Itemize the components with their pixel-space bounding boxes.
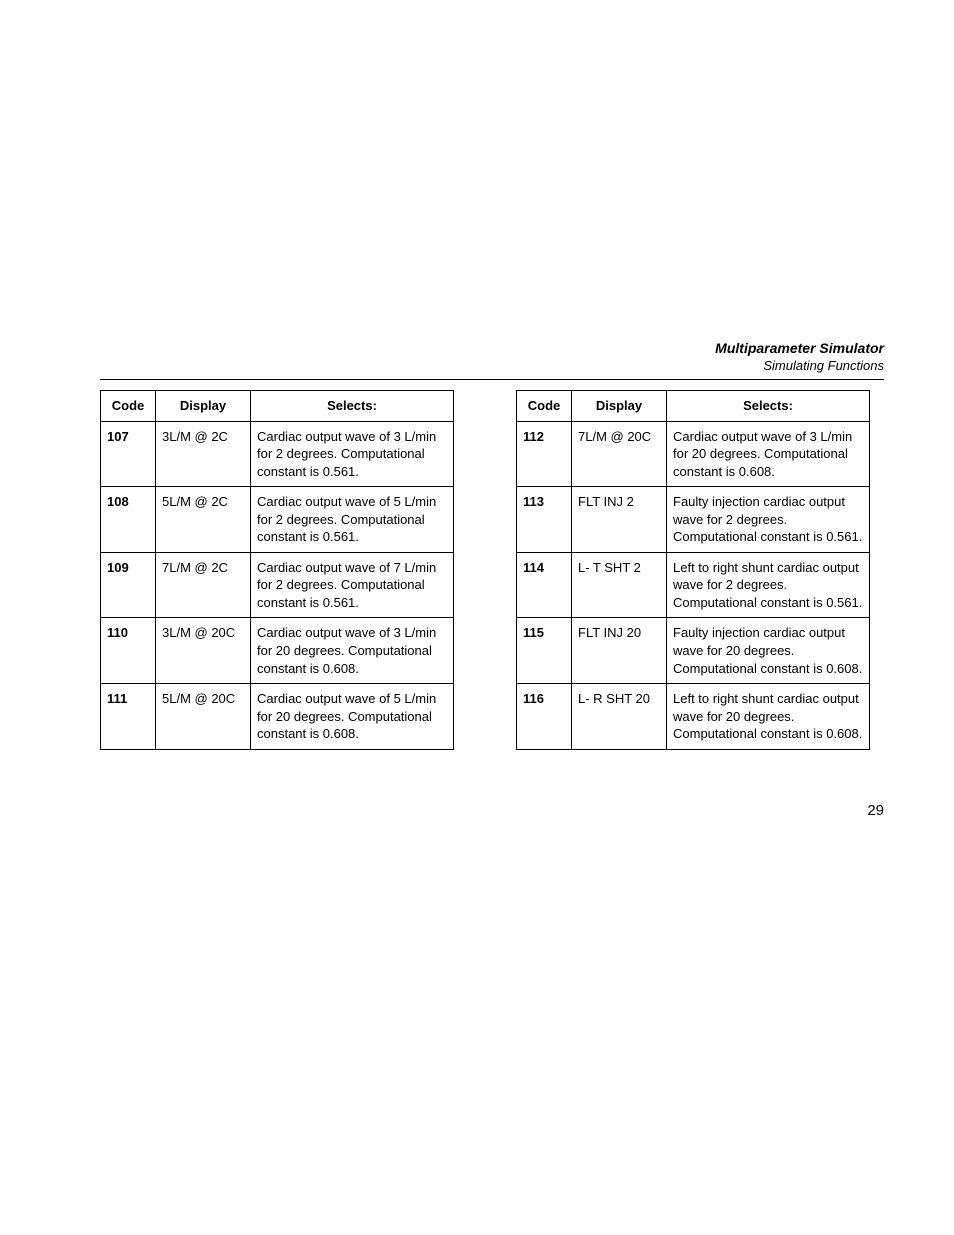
cell-display: L- R SHT 20	[572, 684, 667, 750]
cell-code: 111	[101, 684, 156, 750]
cell-display: 3L/M @ 2C	[156, 421, 251, 487]
table-row: 108 5L/M @ 2C Cardiac output wave of 5 L…	[101, 487, 454, 553]
table-row: 107 3L/M @ 2C Cardiac output wave of 3 L…	[101, 421, 454, 487]
table-header-row: Code Display Selects:	[517, 391, 870, 422]
cell-code: 108	[101, 487, 156, 553]
table-row: 111 5L/M @ 20C Cardiac output wave of 5 …	[101, 684, 454, 750]
page-container: Multiparameter Simulator Simulating Func…	[0, 0, 954, 879]
table-row: 112 7L/M @ 20C Cardiac output wave of 3 …	[517, 421, 870, 487]
col-header-selects: Selects:	[251, 391, 454, 422]
table-row: 114 L- T SHT 2 Left to right shunt cardi…	[517, 552, 870, 618]
header-divider	[100, 379, 884, 380]
cell-display: FLT INJ 20	[572, 618, 667, 684]
table-header-row: Code Display Selects:	[101, 391, 454, 422]
doc-subtitle: Simulating Functions	[100, 358, 884, 373]
cell-display: L- T SHT 2	[572, 552, 667, 618]
tables-row: Code Display Selects: 107 3L/M @ 2C Card…	[100, 390, 884, 750]
table-row: 109 7L/M @ 2C Cardiac output wave of 7 L…	[101, 552, 454, 618]
cell-code: 107	[101, 421, 156, 487]
header-block: Multiparameter Simulator Simulating Func…	[100, 340, 884, 373]
cell-code: 109	[101, 552, 156, 618]
doc-title: Multiparameter Simulator	[100, 340, 884, 356]
codes-table-right: Code Display Selects: 112 7L/M @ 20C Car…	[516, 390, 870, 750]
cell-selects: Left to right shunt cardiac output wave …	[667, 552, 870, 618]
cell-selects: Faulty injection cardiac output wave for…	[667, 487, 870, 553]
table-row: 110 3L/M @ 20C Cardiac output wave of 3 …	[101, 618, 454, 684]
cell-display: 7L/M @ 2C	[156, 552, 251, 618]
cell-display: 3L/M @ 20C	[156, 618, 251, 684]
cell-display: FLT INJ 2	[572, 487, 667, 553]
cell-code: 114	[517, 552, 572, 618]
col-header-display: Display	[156, 391, 251, 422]
cell-display: 5L/M @ 20C	[156, 684, 251, 750]
cell-selects: Faulty injection cardiac output wave for…	[667, 618, 870, 684]
col-header-selects: Selects:	[667, 391, 870, 422]
cell-selects: Cardiac output wave of 3 L/min for 20 de…	[251, 618, 454, 684]
cell-code: 116	[517, 684, 572, 750]
cell-code: 110	[101, 618, 156, 684]
cell-selects: Cardiac output wave of 5 L/min for 2 deg…	[251, 487, 454, 553]
col-header-code: Code	[517, 391, 572, 422]
cell-display: 7L/M @ 20C	[572, 421, 667, 487]
cell-selects: Left to right shunt cardiac output wave …	[667, 684, 870, 750]
page-number: 29	[100, 802, 884, 819]
cell-code: 112	[517, 421, 572, 487]
cell-selects: Cardiac output wave of 7 L/min for 2 deg…	[251, 552, 454, 618]
table-row: 116 L- R SHT 20 Left to right shunt card…	[517, 684, 870, 750]
cell-code: 113	[517, 487, 572, 553]
cell-selects: Cardiac output wave of 5 L/min for 20 de…	[251, 684, 454, 750]
table-row: 115 FLT INJ 20 Faulty injection cardiac …	[517, 618, 870, 684]
codes-table-left: Code Display Selects: 107 3L/M @ 2C Card…	[100, 390, 454, 750]
table-row: 113 FLT INJ 2 Faulty injection cardiac o…	[517, 487, 870, 553]
cell-display: 5L/M @ 2C	[156, 487, 251, 553]
cell-code: 115	[517, 618, 572, 684]
cell-selects: Cardiac output wave of 3 L/min for 2 deg…	[251, 421, 454, 487]
cell-selects: Cardiac output wave of 3 L/min for 20 de…	[667, 421, 870, 487]
col-header-display: Display	[572, 391, 667, 422]
col-header-code: Code	[101, 391, 156, 422]
